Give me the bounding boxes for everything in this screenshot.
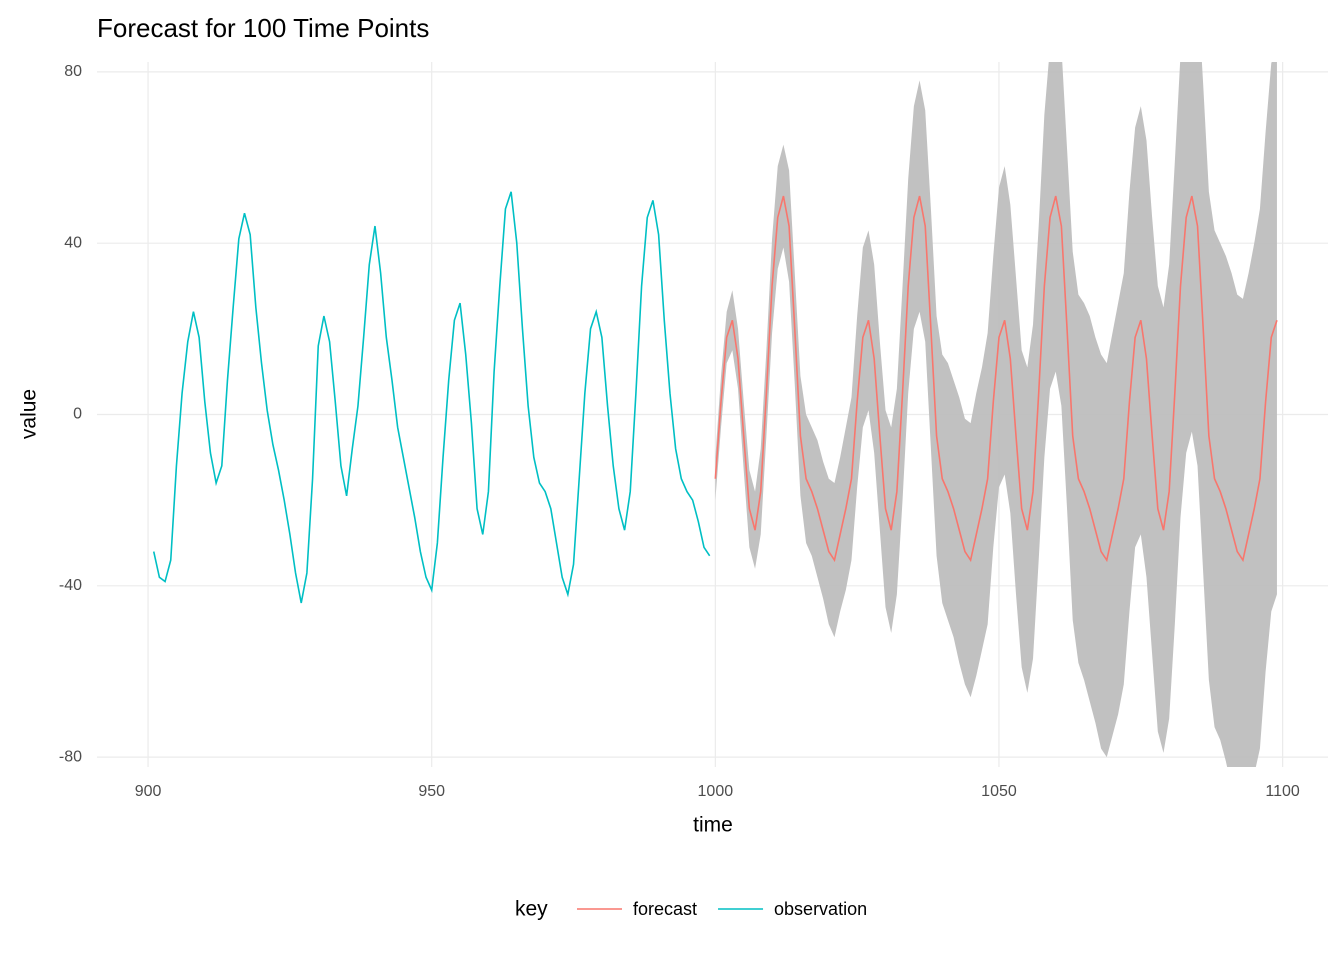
legend-title: key xyxy=(515,898,548,921)
x-tick-label: 1050 xyxy=(981,783,1017,800)
x-tick-label: 900 xyxy=(135,783,162,800)
y-tick-label: 40 xyxy=(64,234,82,251)
y-tick-label: -80 xyxy=(59,748,82,765)
legend-label: forecast xyxy=(633,899,697,919)
chart-title: Forecast for 100 Time Points xyxy=(97,13,429,43)
y-axis-title: value xyxy=(18,389,41,439)
legend-label: observation xyxy=(774,899,867,919)
x-tick-label: 1000 xyxy=(698,783,734,800)
confidence-band xyxy=(715,62,1277,767)
series-line xyxy=(152,191,711,604)
plot-area xyxy=(152,62,1278,767)
x-tick-label: 1100 xyxy=(1265,783,1300,800)
y-tick-label: -40 xyxy=(59,577,82,594)
x-axis-title: time xyxy=(693,814,733,837)
series-line xyxy=(714,195,1278,563)
y-tick-label: 80 xyxy=(64,63,82,80)
legend: key forecast observation xyxy=(515,898,867,921)
x-tick-label: 950 xyxy=(418,783,445,800)
y-tick-label: 0 xyxy=(73,406,82,423)
